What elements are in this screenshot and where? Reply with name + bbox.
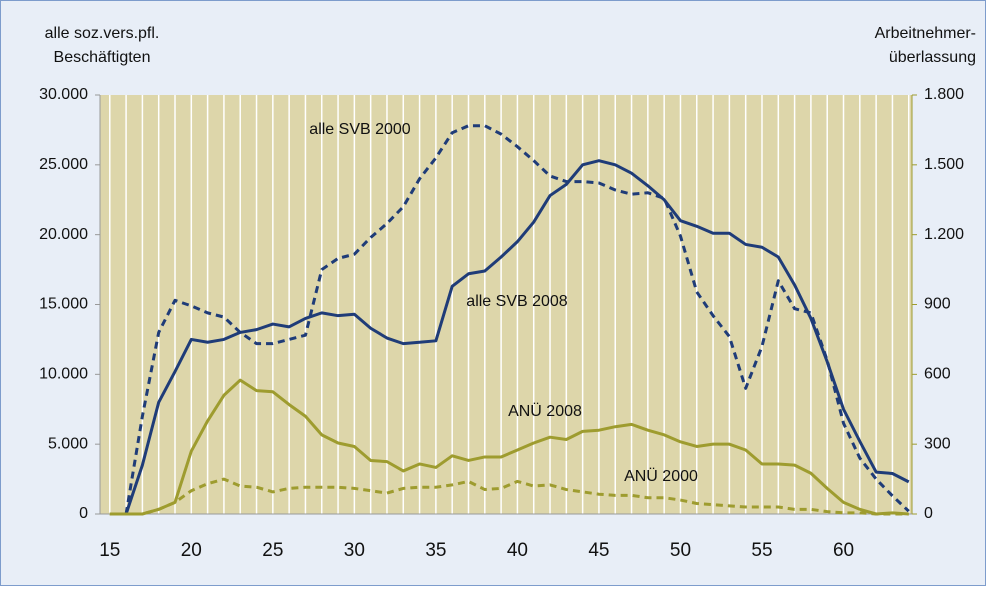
series-line bbox=[124, 124, 910, 515]
x-tick-label: 40 bbox=[507, 540, 528, 561]
y2-tick-label: 1.800 bbox=[924, 86, 964, 103]
series-label: ANÜ 2000 bbox=[624, 467, 698, 485]
plot-area bbox=[100, 95, 912, 514]
y-tick-label: 5.000 bbox=[48, 435, 88, 452]
series-line bbox=[124, 159, 910, 515]
y2-tick-label: 600 bbox=[924, 366, 951, 383]
y2-tick-label: 300 bbox=[924, 435, 951, 452]
x-tick-label: 30 bbox=[344, 540, 365, 561]
y2-axis-label: Arbeitnehmer- bbox=[875, 25, 976, 42]
y2-tick-label: 0 bbox=[924, 505, 933, 522]
x-tick-label: 15 bbox=[99, 540, 120, 561]
x-tick-label: 35 bbox=[425, 540, 446, 561]
x-tick-label: 50 bbox=[670, 540, 691, 561]
x-tick-label: 20 bbox=[181, 540, 202, 561]
series-label: ANÜ 2008 bbox=[508, 402, 582, 420]
y-tick-label: 30.000 bbox=[39, 86, 88, 103]
series-line bbox=[109, 477, 909, 516]
y-axis-label: Beschäftigten bbox=[54, 49, 151, 66]
series-line bbox=[109, 378, 909, 516]
y-tick-label: 25.000 bbox=[39, 156, 88, 173]
x-tick-label: 45 bbox=[588, 540, 609, 561]
x-tick-label: 60 bbox=[833, 540, 854, 561]
y-tick-label: 15.000 bbox=[39, 296, 88, 313]
x-tick-label: 25 bbox=[262, 540, 283, 561]
y-tick-label: 0 bbox=[79, 505, 88, 522]
y2-tick-label: 900 bbox=[924, 296, 951, 313]
y2-axis-label: überlassung bbox=[889, 49, 976, 66]
series-label: alle SVB 2000 bbox=[309, 121, 411, 138]
y-tick-label: 20.000 bbox=[39, 226, 88, 243]
y2-tick-label: 1.200 bbox=[924, 226, 964, 243]
y-tick-label: 10.000 bbox=[39, 366, 88, 383]
y2-tick-label: 1.500 bbox=[924, 156, 964, 173]
y-axis-label: alle soz.vers.pfl. bbox=[45, 25, 160, 42]
x-tick-label: 55 bbox=[751, 540, 772, 561]
series-label: alle SVB 2008 bbox=[466, 293, 568, 310]
